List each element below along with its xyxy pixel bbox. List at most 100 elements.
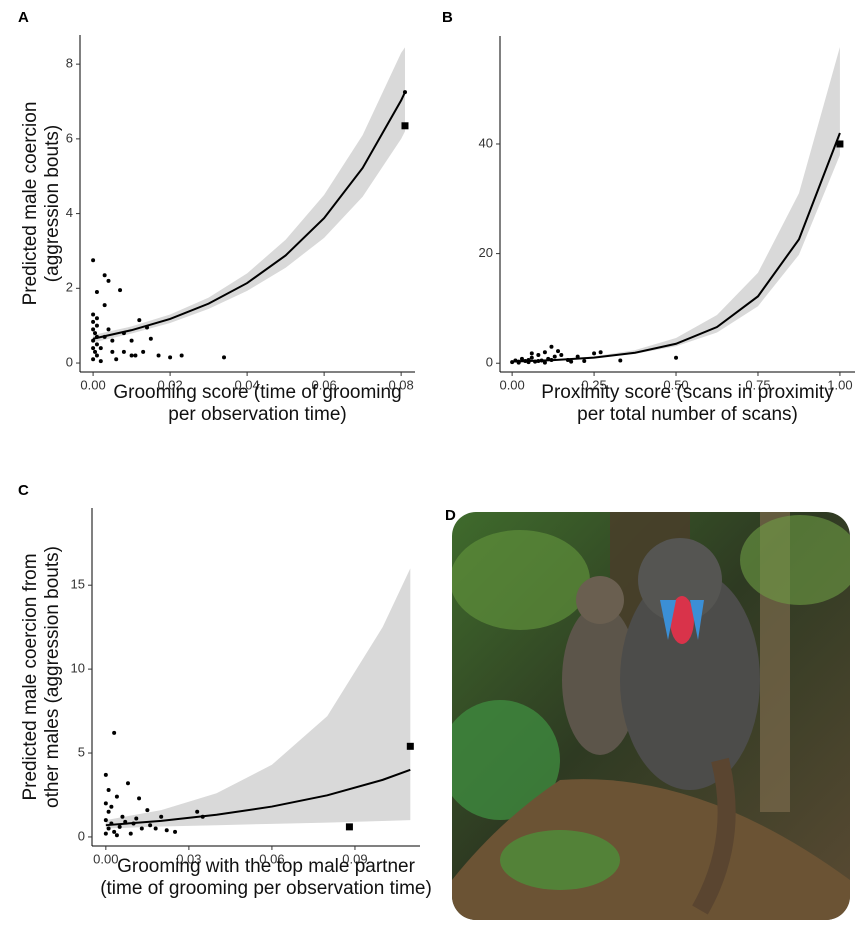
data-point bbox=[91, 319, 96, 324]
data-point bbox=[120, 814, 125, 819]
x-axis-title: per total number of scans) bbox=[577, 404, 798, 425]
panel: C 0.00 0.03 0.06 0.09 0 5 10 15 Predicted male co… bbox=[18, 482, 432, 899]
data-point bbox=[106, 809, 111, 814]
data-point bbox=[168, 355, 173, 360]
data-point bbox=[559, 353, 564, 358]
observed-point bbox=[836, 140, 844, 148]
y-tick-label: 40 bbox=[479, 135, 493, 150]
data-point bbox=[98, 346, 103, 351]
x-tick-label: 0.02 bbox=[157, 377, 182, 392]
data-point bbox=[91, 338, 96, 343]
data-point bbox=[114, 833, 119, 838]
y-tick-label: 5 bbox=[78, 744, 85, 759]
data-point bbox=[592, 351, 597, 356]
data-point bbox=[102, 273, 107, 278]
panel-label: C bbox=[18, 482, 29, 499]
data-point bbox=[106, 278, 111, 283]
data-point bbox=[569, 359, 574, 364]
data-point bbox=[103, 818, 108, 823]
data-point bbox=[112, 829, 117, 834]
data-point bbox=[195, 809, 200, 814]
data-point bbox=[94, 316, 99, 321]
confidence-band bbox=[512, 46, 840, 362]
data-point bbox=[128, 831, 133, 836]
data-point bbox=[156, 353, 161, 358]
data-point bbox=[552, 354, 557, 359]
y-axis-title: (aggression bouts) bbox=[42, 125, 63, 282]
y-tick-label: 10 bbox=[71, 661, 85, 676]
y-axis-title: other males (aggression bouts) bbox=[42, 546, 63, 808]
data-point bbox=[91, 346, 96, 351]
x-tick-label: 0.08 bbox=[388, 377, 413, 392]
data-point bbox=[549, 344, 554, 349]
data-point bbox=[112, 730, 117, 735]
data-point bbox=[141, 349, 146, 354]
data-point bbox=[129, 338, 134, 343]
data-point bbox=[91, 327, 96, 332]
data-point bbox=[106, 787, 111, 792]
data-point bbox=[98, 359, 103, 364]
data-point bbox=[542, 360, 547, 365]
data-point bbox=[94, 342, 99, 347]
data-point bbox=[109, 804, 114, 809]
fit-line bbox=[512, 132, 841, 363]
data-point bbox=[94, 353, 99, 358]
x-tick-label: 0.50 bbox=[663, 377, 688, 392]
data-point bbox=[121, 349, 126, 354]
data-point bbox=[114, 794, 119, 799]
data-point bbox=[529, 355, 534, 360]
confidence-band bbox=[93, 47, 405, 343]
data-point bbox=[153, 826, 158, 831]
x-tick-label: 0.00 bbox=[93, 851, 118, 866]
data-point bbox=[536, 353, 541, 358]
data-point bbox=[148, 336, 153, 341]
data-point bbox=[103, 831, 108, 836]
data-point bbox=[93, 331, 98, 336]
data-point bbox=[106, 826, 111, 831]
y-tick-label: 0 bbox=[78, 828, 85, 843]
data-point bbox=[148, 823, 153, 828]
data-point bbox=[164, 828, 169, 833]
data-point bbox=[93, 349, 98, 354]
data-point bbox=[103, 772, 108, 777]
data-point bbox=[222, 355, 227, 360]
data-point bbox=[674, 355, 679, 360]
panel: A 0.00 0.02 0.04 0.06 0.08 0 2 4 6 8 Predicted male… bbox=[18, 9, 415, 425]
y-tick-label: 8 bbox=[66, 56, 73, 71]
data-point bbox=[94, 323, 99, 328]
y-tick-label: 0 bbox=[486, 355, 493, 370]
data-point bbox=[91, 312, 96, 317]
observed-point bbox=[406, 742, 414, 750]
panel-label: B bbox=[442, 9, 453, 26]
x-tick-label: 0.03 bbox=[176, 851, 201, 866]
data-point bbox=[137, 796, 142, 801]
data-point bbox=[137, 318, 142, 323]
data-point bbox=[134, 816, 139, 821]
x-tick-label: 0.75 bbox=[745, 377, 770, 392]
y-tick-label: 4 bbox=[66, 205, 73, 220]
data-point bbox=[598, 350, 603, 355]
x-axis-title: Grooming with the top male partner bbox=[117, 856, 415, 877]
x-tick-label: 0.00 bbox=[80, 377, 105, 392]
x-tick-label: 0.09 bbox=[342, 851, 367, 866]
data-point bbox=[106, 327, 111, 332]
y-axis-title: Predicted male coercion bbox=[20, 102, 41, 306]
x-tick-label: 0.25 bbox=[581, 377, 606, 392]
data-point bbox=[173, 829, 178, 834]
y-tick-label: 2 bbox=[66, 280, 73, 295]
data-point bbox=[529, 351, 534, 356]
x-axis-title: per observation time) bbox=[168, 404, 346, 425]
data-point bbox=[133, 353, 138, 358]
data-point bbox=[91, 258, 96, 263]
data-point bbox=[94, 290, 99, 295]
x-tick-label: 0.00 bbox=[499, 377, 524, 392]
data-point bbox=[110, 338, 115, 343]
x-tick-label: 0.04 bbox=[234, 377, 259, 392]
data-point bbox=[125, 781, 130, 786]
y-tick-label: 6 bbox=[66, 130, 73, 145]
x-tick-label: 0.06 bbox=[311, 377, 336, 392]
photo bbox=[452, 512, 850, 920]
data-point bbox=[118, 288, 123, 293]
x-tick-label: 1.00 bbox=[827, 377, 852, 392]
